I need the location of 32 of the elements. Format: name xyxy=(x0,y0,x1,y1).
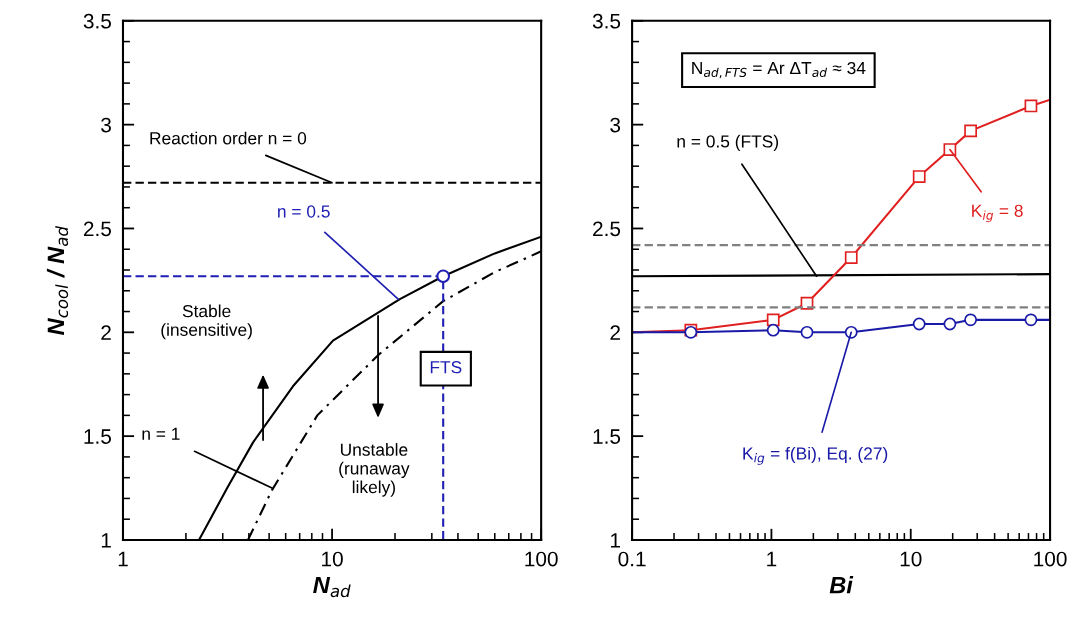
x-axis-title: N$_{ad}$ xyxy=(313,576,351,598)
x-tick-label: 100 xyxy=(1034,551,1067,567)
y-tick-label: 2.5 xyxy=(83,221,111,237)
y-tick-label: 3.5 xyxy=(592,13,621,29)
x-tick-label: 10 xyxy=(322,551,343,567)
y-tick-label: 3 xyxy=(101,117,111,133)
x-tick-label: 0.1 xyxy=(618,551,646,567)
y-tick-label: 2.5 xyxy=(593,221,621,237)
annotation: FTS xyxy=(430,361,462,374)
annotation: Reaction order n = 0 xyxy=(150,131,307,145)
y-tick-label: 1.5 xyxy=(84,429,111,444)
y-tick-label: 2 xyxy=(101,325,111,340)
annotation: N$_{ad,FTS}$ = Ar ΔT$_{ad}$ ≈ 34 xyxy=(692,61,866,79)
y-tick-label: 1 xyxy=(101,533,111,548)
y-tick-label: 1 xyxy=(610,533,620,548)
x-tick-label: 1 xyxy=(767,551,777,567)
annotation: Stable (insensitive) xyxy=(161,304,252,340)
x-tick-label: 100 xyxy=(525,551,558,567)
y-tick-label: 1.5 xyxy=(593,429,621,444)
y-tick-label: 3 xyxy=(610,117,621,133)
annotation: K$_{ig}$ = f(Bi), Eq. (27) xyxy=(743,446,888,465)
x-axis-title: Bi xyxy=(829,576,854,594)
annotation: n = 0.5 xyxy=(278,205,330,218)
y-tick-label: 2 xyxy=(610,325,620,340)
annotation: K$_{ig}$ = 8 xyxy=(972,204,1023,223)
annotation: n = 0.5 (FTS) xyxy=(677,134,779,151)
x-tick-label: 1 xyxy=(118,551,128,567)
annotation: Unstable (runaway likely) xyxy=(339,443,410,497)
y-axis-title: N$_{cool}$ / N$_{ad}$ xyxy=(46,226,69,336)
x-tick-label: 10 xyxy=(900,551,922,567)
annotation: n = 1 xyxy=(142,427,180,440)
y-tick-label: 3.5 xyxy=(83,13,111,29)
